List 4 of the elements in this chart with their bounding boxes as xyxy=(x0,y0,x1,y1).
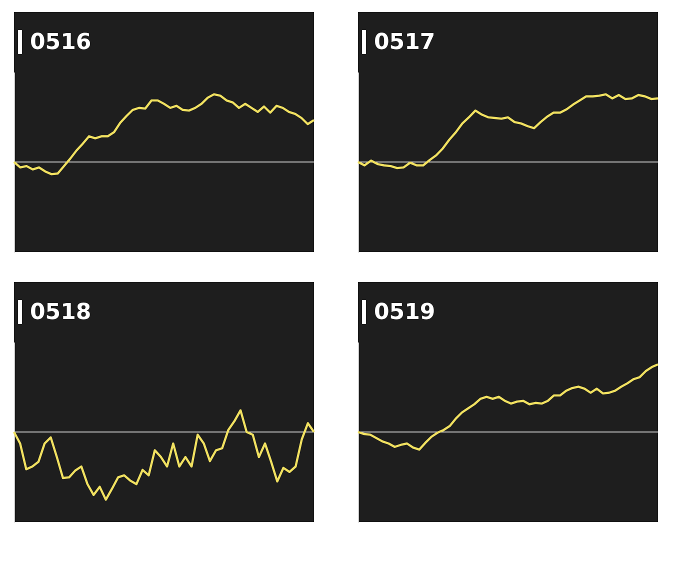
chart-title: 0517 xyxy=(374,30,436,55)
chart-title: 0519 xyxy=(374,300,436,325)
chart-title: 0516 xyxy=(30,30,92,55)
chart-title: 0518 xyxy=(30,300,92,325)
